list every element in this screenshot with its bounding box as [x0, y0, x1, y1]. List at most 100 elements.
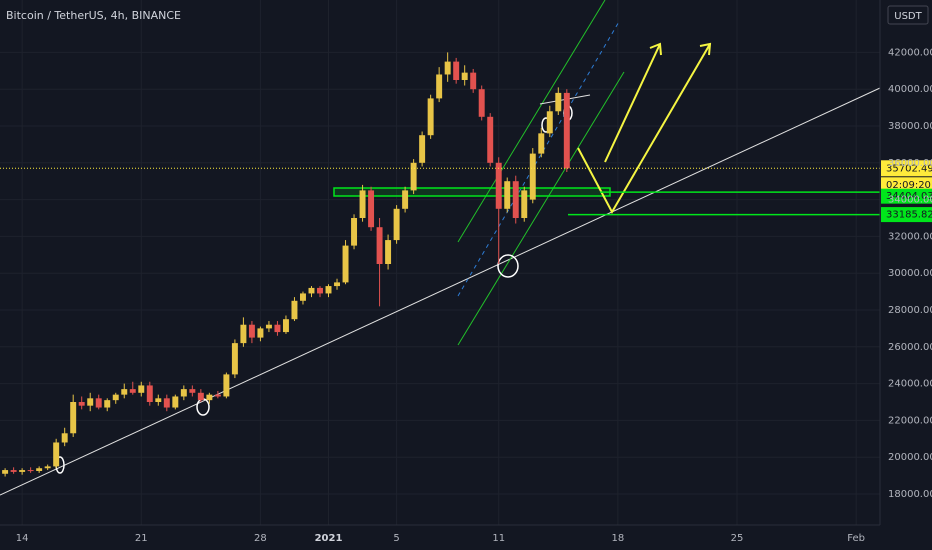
candle-body — [291, 300, 298, 320]
y-tick-label: 38000.00 — [888, 121, 932, 132]
candle-body — [402, 190, 409, 209]
channel-line — [457, 0, 606, 243]
y-tick-label: 36000.00 — [888, 158, 932, 169]
x-tick-label: 28 — [254, 533, 267, 544]
candle-body — [61, 433, 68, 443]
y-tick-label: 22000.00 — [888, 415, 932, 426]
candle-body — [10, 470, 17, 472]
x-tick-label: 11 — [492, 533, 505, 544]
candle-body — [419, 135, 426, 163]
arrow-head — [649, 42, 662, 56]
candle-body — [2, 470, 9, 474]
candle-body — [368, 190, 375, 228]
chart-title: Bitcoin / TetherUS, 4h, BINANCE — [6, 9, 181, 22]
candle-body — [189, 389, 196, 393]
candle-body — [385, 240, 392, 264]
channel-line — [457, 71, 625, 346]
y-tick-label: 42000.00 — [888, 47, 932, 58]
candle-body — [36, 468, 43, 471]
last-price-label: 35702.49 — [886, 163, 932, 174]
y-tick-label: 18000.00 — [888, 489, 932, 500]
currency-box[interactable] — [887, 5, 929, 25]
candle-body — [410, 162, 417, 191]
candle-body — [393, 208, 400, 241]
candle-body — [461, 72, 468, 81]
last-price-box — [881, 160, 932, 177]
candle-body — [351, 218, 358, 246]
candle-body — [274, 324, 281, 333]
candle-body — [427, 98, 434, 136]
candle-body — [19, 470, 26, 472]
y-tick-label: 30000.00 — [888, 268, 932, 279]
candle-body — [308, 287, 315, 294]
candle-body — [223, 374, 230, 397]
candle-body — [155, 398, 162, 402]
y-tick-label: 34000.00 — [888, 195, 932, 206]
candle-body — [453, 61, 460, 81]
candle-body — [231, 343, 238, 375]
projection-arrow — [604, 43, 661, 163]
channel-mid — [457, 19, 621, 297]
x-tick-label: Feb — [847, 533, 865, 544]
candle-body — [436, 74, 443, 99]
y-tick-label: 28000.00 — [888, 305, 932, 316]
candle-body — [70, 401, 77, 434]
candle-body — [78, 401, 85, 406]
y-tick-label: 40000.00 — [888, 84, 932, 95]
candle-body — [180, 389, 187, 397]
x-tick-label: 21 — [135, 533, 148, 544]
candles — [2, 52, 570, 477]
candle-body — [504, 181, 511, 209]
candle-body — [342, 245, 349, 283]
candle-body — [27, 470, 34, 472]
candle-body — [104, 400, 111, 408]
candle-body — [112, 394, 119, 401]
candle-body — [95, 398, 102, 408]
currency-label[interactable]: USDT — [894, 11, 922, 22]
x-tick-label: 18 — [612, 533, 625, 544]
candle-body — [325, 286, 332, 294]
candle-body — [197, 392, 204, 401]
grid — [0, 0, 880, 525]
candle-body — [282, 319, 289, 333]
candle-body — [172, 396, 179, 408]
countdown-label: 02:09:20 — [886, 180, 931, 191]
candle-body — [359, 190, 366, 219]
level-label: 33185.82 — [886, 210, 932, 221]
candle-body — [240, 324, 247, 344]
candle-body — [121, 389, 128, 395]
candle-body — [317, 287, 323, 294]
candle-body — [529, 153, 536, 200]
x-tick-label: 5 — [393, 533, 399, 544]
trend-line — [0, 87, 881, 496]
candle-body — [376, 227, 383, 264]
candle-body — [512, 181, 519, 219]
candle-body — [206, 394, 213, 401]
x-tick-label: 2021 — [315, 533, 343, 544]
candle-body — [563, 92, 570, 169]
candle-body — [214, 394, 221, 397]
x-tick-label: 14 — [16, 533, 29, 544]
countdown-box — [881, 177, 932, 193]
candle-body — [478, 89, 485, 117]
candle-body — [555, 92, 562, 112]
candle-body — [334, 282, 340, 287]
candle-body — [163, 398, 170, 408]
y-tick-label: 20000.00 — [888, 452, 932, 463]
candle-body — [470, 72, 477, 90]
level-label: 34404.03 — [886, 191, 932, 202]
candle-body — [146, 385, 153, 402]
candle-body — [495, 162, 502, 209]
candle-body — [138, 385, 145, 393]
support-zone — [333, 187, 611, 197]
candle-body — [53, 442, 60, 467]
candle-body — [487, 116, 494, 163]
arrow-head — [699, 42, 712, 56]
candle-body — [444, 61, 451, 75]
candle-body — [546, 111, 553, 134]
x-tick-label: 25 — [731, 533, 744, 544]
candle-body — [44, 466, 51, 469]
